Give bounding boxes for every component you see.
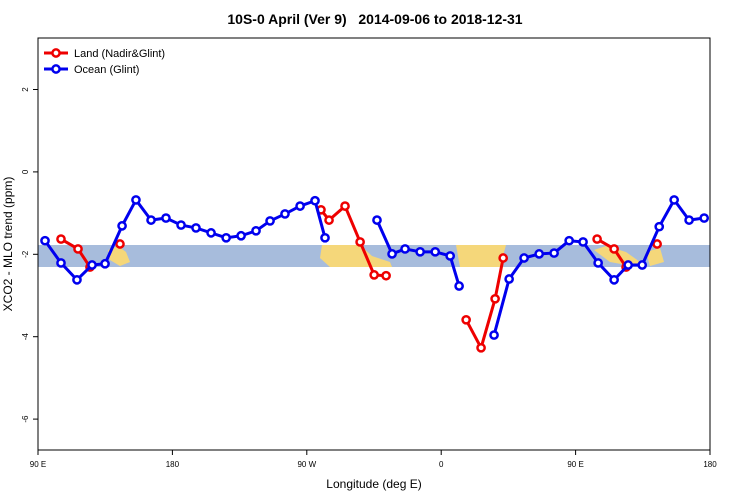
data-point xyxy=(73,244,83,254)
data-point xyxy=(445,251,456,261)
data-point xyxy=(236,230,246,241)
y-tick-label: 0 xyxy=(21,169,30,174)
data-point xyxy=(564,235,575,246)
y-tick-label: -4 xyxy=(21,333,30,341)
data-point xyxy=(592,234,602,244)
data-point xyxy=(699,213,710,223)
data-point xyxy=(295,201,305,211)
data-point xyxy=(578,237,588,247)
data-point xyxy=(324,215,334,225)
data-point xyxy=(476,342,486,353)
x-tick-label: 0 xyxy=(439,460,444,469)
data-point xyxy=(400,244,410,254)
land-patch xyxy=(320,245,392,267)
data-point xyxy=(280,209,290,219)
data-point xyxy=(146,215,156,225)
data-point xyxy=(387,249,397,259)
x-tick-label: 90 E xyxy=(567,460,583,469)
data-point xyxy=(56,258,66,268)
land-patch xyxy=(646,248,664,266)
data-point xyxy=(191,223,201,233)
data-point xyxy=(669,195,680,205)
data-point xyxy=(115,239,125,249)
data-point xyxy=(490,293,500,304)
data-point xyxy=(519,253,529,263)
data-point xyxy=(100,258,110,269)
data-point xyxy=(654,221,665,232)
data-point xyxy=(176,220,186,230)
land-patch xyxy=(456,245,506,267)
chart-title: 10S-0 April (Ver 9) 2014-09-06 to 2018-1… xyxy=(227,11,522,27)
data-point xyxy=(415,246,425,257)
y-tick-label: 2 xyxy=(21,87,30,92)
data-point xyxy=(320,232,330,243)
data-point xyxy=(40,235,50,246)
data-point xyxy=(504,274,514,284)
data-point xyxy=(206,228,216,238)
data-point xyxy=(609,274,619,285)
x-tick-label: 180 xyxy=(166,460,180,469)
legend-label: Ocean (Glint) xyxy=(74,64,139,76)
data-point xyxy=(161,213,171,223)
x-tick-label: 90 E xyxy=(30,460,46,469)
data-point xyxy=(251,225,261,236)
x-tick-label: 180 xyxy=(703,460,717,469)
x-axis-label: Longitude (deg E) xyxy=(326,477,421,491)
data-point xyxy=(56,234,66,244)
plot-frame xyxy=(37,37,711,451)
y-axis-label: XCO2 - MLO trend (ppm) xyxy=(1,177,15,312)
x-tick-label: 90 W xyxy=(297,460,316,469)
data-point xyxy=(369,270,379,280)
data-point xyxy=(549,248,559,258)
y-tick-label: -6 xyxy=(21,415,30,423)
data-point xyxy=(461,314,471,325)
legend-label: Land (Nadir&Glint) xyxy=(74,48,165,60)
data-point xyxy=(498,253,509,263)
data-point xyxy=(684,215,694,225)
data-point xyxy=(72,274,82,285)
data-point xyxy=(534,249,545,259)
data-point xyxy=(430,246,441,257)
data-point xyxy=(355,237,365,247)
data-point xyxy=(131,195,141,205)
y-tick-label: -2 xyxy=(21,250,30,258)
data-point xyxy=(221,232,232,243)
data-point xyxy=(454,281,464,291)
map-strip xyxy=(38,245,710,267)
data-point xyxy=(637,260,648,270)
data-point xyxy=(609,244,619,254)
data-point xyxy=(623,260,634,270)
data-point xyxy=(310,195,320,206)
data-point xyxy=(117,221,127,231)
data-point xyxy=(87,260,97,270)
data-point xyxy=(340,201,350,211)
data-point xyxy=(372,215,382,225)
series-line xyxy=(61,206,657,348)
legend-marker xyxy=(51,48,61,58)
land-patch xyxy=(108,246,130,266)
data-point xyxy=(652,239,662,249)
legend-marker xyxy=(51,64,61,74)
data-point xyxy=(593,258,603,268)
data-point xyxy=(265,216,275,226)
data-point xyxy=(381,270,391,281)
data-point xyxy=(489,330,499,340)
